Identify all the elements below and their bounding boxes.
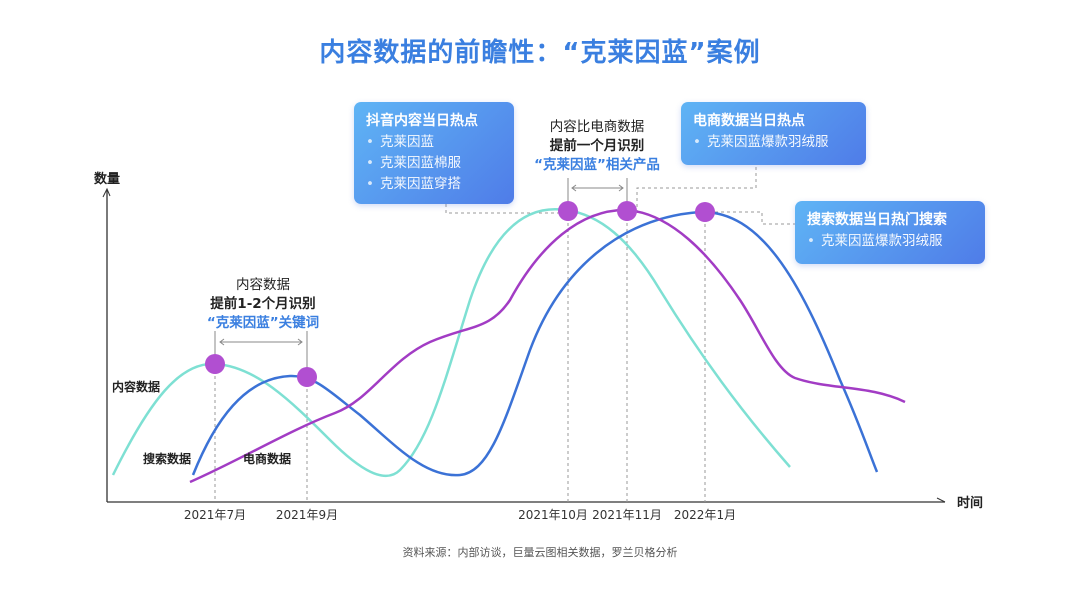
annotation-highlight: “克莱因蓝”关键词 [206, 315, 320, 331]
annotation-line: 提前一个月识别 [549, 138, 645, 154]
search-hotspot-callout: 搜索数据当日热门搜索 克莱因蓝爆款羽绒服 [795, 201, 985, 264]
marker-2021-10 [558, 201, 578, 221]
tick-label: 2021年7月 [183, 508, 247, 522]
callout-item: 克莱因蓝爆款羽绒服 [807, 231, 973, 252]
tick-label: 2021年10月 [518, 508, 588, 522]
marker-2021-11 [617, 201, 637, 221]
douyin-hotspot-callout: 抖音内容当日热点 克莱因蓝 克莱因蓝棉服 克莱因蓝穿搭 [354, 102, 514, 204]
tick-label: 2021年9月 [275, 508, 339, 522]
marker-2021-07 [205, 354, 225, 374]
middle-lead-annotation: 内容比电商数据 提前一个月识别 “克莱因蓝”相关产品 [522, 118, 672, 175]
annotation-line: 内容比电商数据 [549, 119, 645, 135]
interval-brackets [214, 178, 628, 368]
y-axis-label: 数量 [94, 172, 121, 187]
callout-item: 克莱因蓝棉服 [366, 153, 502, 174]
ecommerce-series-label: 电商数据 [243, 452, 292, 466]
annotation-line: 提前1-2个月识别 [210, 296, 316, 312]
tick-label: 2022年1月 [673, 508, 737, 522]
marker-2022-01 [695, 202, 715, 222]
source-note: 资料来源：内部访谈，巨量云图相关数据，罗兰贝格分析 [402, 546, 678, 559]
content-series-label: 内容数据 [112, 380, 161, 394]
callout-item: 克莱因蓝 [366, 132, 502, 153]
annotation-highlight: “克莱因蓝”相关产品 [534, 157, 660, 173]
left-lead-annotation: 内容数据 提前1-2个月识别 “克莱因蓝”关键词 [188, 276, 338, 333]
x-axis-arrow-icon [936, 497, 946, 503]
callout-item: 克莱因蓝穿搭 [366, 174, 502, 195]
content-data-line [111, 208, 791, 478]
callout-item: 克莱因蓝爆款羽绒服 [693, 132, 854, 153]
page-title: 内容数据的前瞻性：“克莱因蓝”案例 [319, 38, 761, 68]
y-axis-arrow-icon [102, 187, 111, 198]
search-data-line [191, 210, 879, 477]
callout-title: 抖音内容当日热点 [366, 113, 478, 129]
search-series-label: 搜索数据 [143, 452, 192, 466]
x-axis-label: 时间 [957, 496, 984, 511]
ecommerce-data-line [189, 208, 906, 484]
callout-title: 搜索数据当日热门搜索 [807, 212, 947, 228]
marker-2021-09 [297, 367, 317, 387]
tick-label: 2021年11月 [592, 508, 662, 522]
peak-markers [205, 201, 715, 387]
annotation-line: 内容数据 [236, 277, 290, 293]
ecommerce-hotspot-callout: 电商数据当日热点 克莱因蓝爆款羽绒服 [681, 102, 866, 165]
callout-title: 电商数据当日热点 [693, 113, 805, 129]
